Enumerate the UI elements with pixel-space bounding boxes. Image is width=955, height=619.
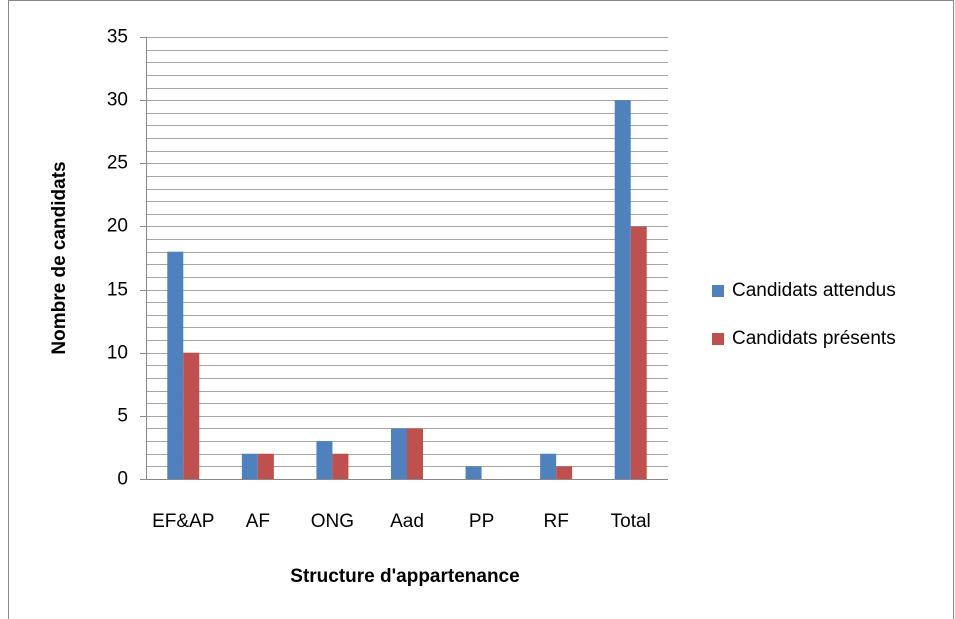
x-axis-title: Structure d'appartenance [290,566,519,587]
y-tick-label: 15 [107,280,128,301]
legend-label: Candidats présents [732,328,896,349]
bar [241,453,258,479]
y-tick-label: 20 [107,216,128,237]
legend-swatch [712,333,724,345]
y-tick-label: 30 [107,90,128,111]
x-tick-label: Total [611,511,651,532]
x-tick-label: PP [469,511,494,532]
bar [614,100,631,480]
bar [391,428,407,479]
bar [465,466,482,479]
x-tick-label: EF&AP [152,511,214,532]
y-tick-label: 35 [107,27,128,48]
x-tick-label: Aad [390,511,424,532]
x-tick-label: ONG [311,511,354,532]
bar [316,441,333,479]
bar [332,453,349,479]
y-tick-label: 25 [107,153,128,174]
y-axis-title: Nombre de candidats [49,161,70,354]
legend-swatch [712,285,724,297]
bar [257,453,274,479]
bar [630,226,647,479]
bar [556,466,573,479]
bar [407,428,423,479]
frame [8,0,954,619]
y-tick-label: 0 [117,469,128,490]
x-tick-label: RF [543,511,568,532]
y-tick-label: 10 [107,343,128,364]
bar [540,453,557,479]
bar [183,352,200,479]
y-tick-label: 5 [117,406,128,427]
legend-label: Candidats attendus [732,280,896,301]
bar [167,251,184,479]
x-tick-label: AF [246,511,270,532]
